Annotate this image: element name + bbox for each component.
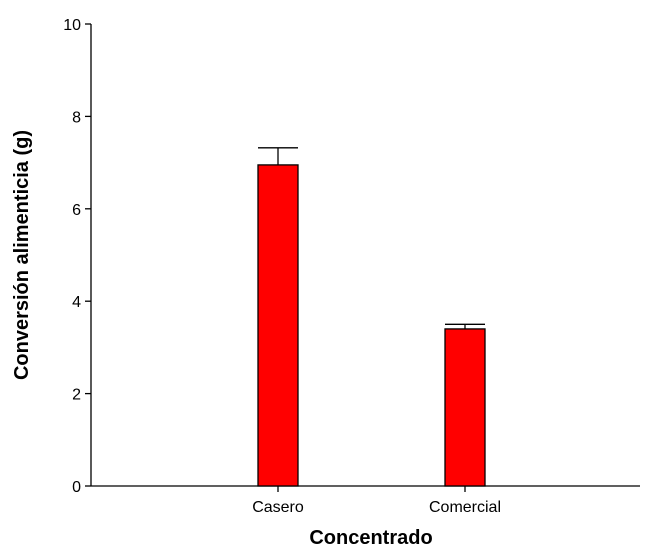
error-bars [258, 147, 485, 329]
bar-casero [257, 164, 299, 487]
x-tick-label: Casero [252, 499, 304, 516]
x-tick-label: Comercial [429, 499, 501, 516]
y-tick-label: 6 [72, 202, 81, 219]
y-tick-label: 0 [72, 479, 81, 496]
y-tick-label: 4 [72, 294, 81, 311]
y-tick-label: 8 [72, 109, 81, 126]
x-axis: Casero Comercial [91, 485, 640, 516]
bars [257, 164, 486, 487]
bar-comercial [444, 328, 486, 487]
y-axis: 0 2 4 6 8 10 [63, 17, 92, 496]
x-axis-title: Concentrado [309, 527, 432, 546]
y-axis-title: Conversión alimenticia (g) [11, 130, 33, 380]
y-tick-label: 2 [72, 387, 81, 404]
y-tick-label: 10 [63, 17, 81, 34]
